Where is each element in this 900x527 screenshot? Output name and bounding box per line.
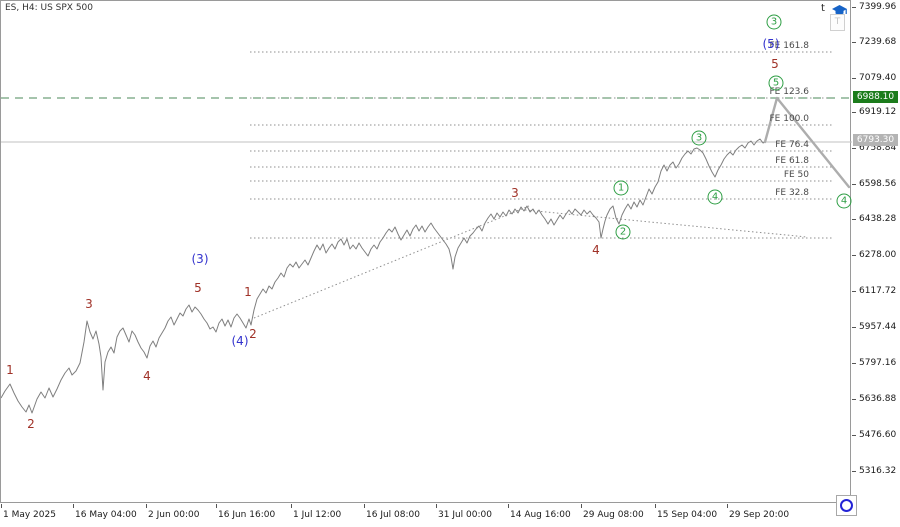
price-axis-tick [852, 363, 856, 364]
price-axis-label: 5636.88 [859, 394, 897, 404]
time-axis-tick [581, 504, 582, 508]
wave-label-gc[interactable]: 5 [768, 75, 784, 91]
time-axis-label: 16 May 04:00 [75, 510, 137, 520]
price-axis-tick [852, 112, 856, 113]
time-axis-label: 31 Jul 00:00 [438, 510, 492, 520]
time-axis-tick [508, 504, 509, 508]
wave-label-blue[interactable]: (5) [762, 37, 780, 51]
wave-label-red[interactable]: 4 [592, 243, 600, 257]
wave-label-red[interactable]: 1 [6, 363, 14, 377]
fib-level-label: FE 50 [783, 170, 809, 180]
time-axis-label: 29 Sep 20:00 [729, 510, 790, 520]
time-axis-label: 29 Aug 08:00 [583, 510, 644, 520]
forecast-projection-path[interactable] [763, 96, 851, 189]
wave-label-red[interactable]: 3 [85, 297, 93, 311]
time-axis-tick [216, 504, 217, 508]
trendline[interactable] [524, 209, 808, 238]
price-axis-label: 6758.84 [859, 143, 897, 153]
wave-label-red[interactable]: 3 [511, 186, 519, 200]
last-price-label: 6793.30 [853, 134, 898, 146]
text-cursor-glyph: t [821, 3, 825, 14]
price-axis-tick [852, 42, 856, 43]
chart-symbol-title: ES, H4: US SPX 500 [5, 3, 94, 13]
price-axis-tick [852, 7, 856, 8]
time-axis-tick [146, 504, 147, 508]
price-axis-label: 6598.56 [859, 179, 897, 189]
price-axis-label: 5957.44 [859, 322, 897, 332]
price-axis-tick [852, 219, 856, 220]
price-axis-tick [852, 184, 856, 185]
fib-level-label: FE 61.8 [775, 156, 809, 166]
price-axis-tick [852, 471, 856, 472]
time-axis-label: 2 Jun 00:00 [148, 510, 200, 520]
blue-marker-icon[interactable] [831, 2, 848, 15]
text-tool-ghost-icon[interactable]: T [830, 14, 845, 31]
wave-label-red[interactable]: 2 [27, 417, 35, 431]
time-axis-tick [727, 504, 728, 508]
trendline[interactable] [253, 205, 530, 319]
time-axis-tick [436, 504, 437, 508]
current-price-label: 6988.10 [853, 91, 898, 103]
wave-label-gc[interactable]: 3 [691, 130, 707, 146]
wave-label-blue[interactable]: (3) [191, 252, 209, 266]
price-axis-label: 7239.68 [859, 37, 897, 47]
time-axis-label: 16 Jul 08:00 [366, 510, 420, 520]
price-series-path[interactable] [1, 138, 766, 414]
price-axis-tick [852, 327, 856, 328]
price-axis-label: 5316.32 [859, 466, 897, 476]
fib-level-label: FE 123.6 [769, 87, 810, 97]
price-axis-tick [852, 291, 856, 292]
price-axis-label: 6438.28 [859, 214, 897, 224]
wave-label-red[interactable]: 5 [194, 281, 202, 295]
time-axis-tick [364, 504, 365, 508]
wave-label-red[interactable]: 4 [143, 369, 151, 383]
time-axis-tick [1, 504, 2, 508]
time-axis-label: 1 Jul 12:00 [293, 510, 342, 520]
time-axis-label: 1 May 2025 [3, 510, 56, 520]
chart-plot-area[interactable]: ES, H4: US SPX 500 t T FE 161.8 FE 123.6 F… [0, 0, 852, 504]
wave-label-gc[interactable]: 4 [836, 193, 852, 209]
text-tool-letter: T [834, 17, 841, 27]
price-axis[interactable]: 7399.96 7239.68 7079.40 6919.12 6758.84 6598.… [852, 0, 900, 503]
wave-label-red[interactable]: 2 [249, 327, 257, 341]
fib-level-label: FE 76.4 [775, 140, 809, 150]
time-axis-label: 14 Aug 16:00 [510, 510, 571, 520]
object-circle-button[interactable] [836, 495, 857, 516]
fib-level-label: FE 100.0 [769, 114, 810, 124]
price-axis-label: 6117.72 [859, 286, 897, 296]
time-axis-label: 16 Jun 16:00 [218, 510, 276, 520]
wave-label-red[interactable]: 5 [771, 57, 779, 71]
price-axis-tick [852, 435, 856, 436]
price-axis-label: 6919.12 [859, 107, 897, 117]
price-axis-tick [852, 148, 856, 149]
price-axis-tick [852, 78, 856, 79]
wave-label-blue[interactable]: (4) [231, 334, 249, 348]
circle-icon [840, 499, 853, 512]
time-axis-tick [655, 504, 656, 508]
price-axis-label: 7399.96 [859, 2, 897, 12]
fib-level-label: FE 161.8 [769, 41, 810, 51]
wave-label-gc[interactable]: 1 [613, 180, 629, 196]
time-axis-tick [73, 504, 74, 508]
price-axis-label: 6278.00 [859, 250, 897, 260]
wave-label-gc[interactable]: 4 [707, 189, 723, 205]
price-axis-label: 5797.16 [859, 358, 897, 368]
price-axis-label: 5476.60 [859, 430, 897, 440]
wave-label-gc[interactable]: 2 [615, 224, 631, 240]
price-chart-canvas[interactable] [1, 1, 852, 504]
fib-level-label: FE 32.8 [775, 188, 809, 198]
price-axis-tick [852, 399, 856, 400]
wave-label-gc[interactable]: 3 [766, 14, 782, 30]
time-axis[interactable]: 1 May 2025 16 May 04:00 2 Jun 00:00 16 Jun … [0, 504, 852, 527]
wave-label-red[interactable]: 1 [244, 285, 252, 299]
price-axis-label: 7079.40 [859, 73, 897, 83]
price-axis-tick [852, 255, 856, 256]
time-axis-tick [291, 504, 292, 508]
time-axis-label: 15 Sep 04:00 [657, 510, 718, 520]
